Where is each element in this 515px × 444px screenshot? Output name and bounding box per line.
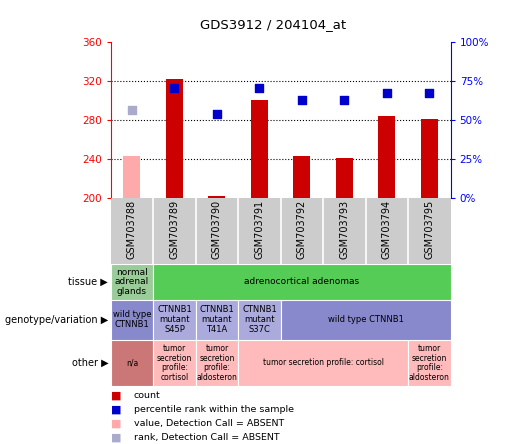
Text: tumor secretion profile: cortisol: tumor secretion profile: cortisol: [263, 358, 384, 368]
Point: [255, 84, 264, 91]
Text: adrenocortical adenomas: adrenocortical adenomas: [244, 278, 359, 286]
Point: [213, 111, 221, 118]
Bar: [379, 116, 396, 198]
Text: GSM703795: GSM703795: [424, 200, 434, 259]
Bar: [209, 196, 226, 198]
Point: [170, 84, 179, 91]
Text: GDS3912 / 204104_at: GDS3912 / 204104_at: [200, 18, 346, 31]
Text: wild type
CTNNB1: wild type CTNNB1: [113, 310, 151, 329]
Text: CTNNB1
mutant
S45P: CTNNB1 mutant S45P: [157, 305, 192, 334]
Bar: [196, 300, 238, 340]
Bar: [196, 340, 238, 386]
Text: GSM703791: GSM703791: [254, 200, 264, 259]
Point: [383, 89, 391, 96]
Text: genotype/variation ▶: genotype/variation ▶: [5, 315, 108, 325]
Text: count: count: [134, 391, 161, 400]
Bar: [294, 156, 311, 198]
Text: wild type CTNNB1: wild type CTNNB1: [328, 315, 404, 324]
Text: percentile rank within the sample: percentile rank within the sample: [134, 405, 294, 414]
Bar: [111, 340, 153, 386]
Text: ■: ■: [111, 433, 121, 443]
Text: GSM703788: GSM703788: [127, 200, 137, 259]
Bar: [111, 300, 153, 340]
Bar: [153, 264, 451, 300]
Bar: [124, 156, 141, 198]
Bar: [421, 119, 438, 198]
Bar: [111, 264, 153, 300]
Text: ■: ■: [111, 404, 121, 414]
Point: [128, 107, 136, 114]
Bar: [336, 158, 353, 198]
Text: CTNNB1
mutant
T41A: CTNNB1 mutant T41A: [200, 305, 234, 334]
Text: GSM703789: GSM703789: [169, 200, 179, 259]
Bar: [153, 300, 196, 340]
Bar: [408, 340, 451, 386]
Bar: [251, 100, 268, 198]
Text: ■: ■: [111, 390, 121, 400]
Point: [298, 97, 306, 104]
Text: rank, Detection Call = ABSENT: rank, Detection Call = ABSENT: [134, 433, 280, 442]
Text: ■: ■: [111, 419, 121, 428]
Text: GSM703794: GSM703794: [382, 200, 392, 259]
Text: tumor
secretion
profile:
aldosteron: tumor secretion profile: aldosteron: [197, 344, 237, 382]
Text: value, Detection Call = ABSENT: value, Detection Call = ABSENT: [134, 419, 284, 428]
Text: normal
adrenal
glands: normal adrenal glands: [115, 268, 149, 296]
Bar: [166, 79, 183, 198]
Bar: [238, 340, 408, 386]
Text: n/a: n/a: [126, 358, 138, 368]
Bar: [281, 300, 451, 340]
Point: [425, 89, 434, 96]
Text: GSM703793: GSM703793: [339, 200, 349, 259]
Text: tumor
secretion
profile:
aldosteron: tumor secretion profile: aldosteron: [409, 344, 450, 382]
Text: tissue ▶: tissue ▶: [68, 277, 108, 287]
Bar: [153, 340, 196, 386]
Text: GSM703792: GSM703792: [297, 200, 307, 259]
Text: tumor
secretion
profile:
cortisol: tumor secretion profile: cortisol: [157, 344, 192, 382]
Point: [340, 97, 349, 104]
Bar: [238, 300, 281, 340]
Text: GSM703790: GSM703790: [212, 200, 222, 259]
Text: CTNNB1
mutant
S37C: CTNNB1 mutant S37C: [242, 305, 277, 334]
Text: other ▶: other ▶: [72, 358, 108, 368]
